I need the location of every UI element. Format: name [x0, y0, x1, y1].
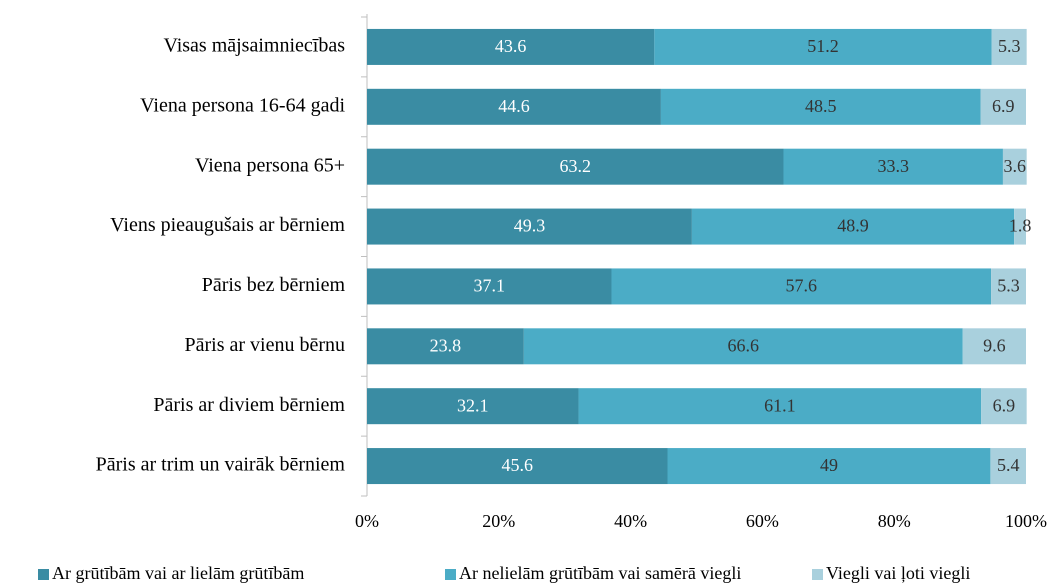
bar-segment — [654, 28, 992, 65]
value-label: 1.8 — [1009, 216, 1032, 236]
value-label: 66.6 — [728, 335, 760, 355]
value-label: 5.3 — [998, 36, 1021, 56]
category-label: Viena persona 65+ — [195, 154, 345, 176]
legend-label: Ar grūtībām vai ar lielām grūtībām — [52, 563, 304, 583]
category-label: Viens pieaugušais ar bērniem — [110, 214, 345, 236]
value-label: 48.5 — [805, 96, 837, 116]
value-label: 32.1 — [457, 395, 489, 415]
bar-segment — [367, 388, 579, 425]
bar-segment — [367, 328, 524, 365]
legend-swatch — [38, 569, 49, 580]
bar-segment — [981, 388, 1027, 425]
x-tick-label: 100% — [1005, 511, 1047, 531]
bar-segment — [980, 88, 1026, 125]
value-label: 45.6 — [502, 455, 534, 475]
category-label: Pāris ar vienu bērnu — [184, 334, 345, 356]
legend-swatch — [445, 569, 456, 580]
value-label: 6.9 — [992, 96, 1015, 116]
value-label: 37.1 — [473, 276, 505, 296]
category-label: Viena persona 16-64 gadi — [140, 94, 345, 116]
bar-segment — [367, 28, 655, 65]
bar-segment — [367, 208, 692, 245]
value-label: 61.1 — [764, 395, 796, 415]
x-tick-label: 40% — [614, 511, 647, 531]
bar-segment — [962, 328, 1026, 365]
value-label: 43.6 — [495, 36, 527, 56]
value-label: 5.3 — [997, 276, 1020, 296]
category-label: Visas mājsaimniecības — [163, 35, 345, 57]
x-tick-label: 60% — [746, 511, 779, 531]
value-label: 44.6 — [498, 96, 530, 116]
bar-segment — [990, 448, 1026, 485]
bar-segment — [367, 448, 668, 485]
value-label: 49 — [820, 455, 838, 475]
value-label: 63.2 — [559, 156, 591, 176]
bar-segment — [991, 28, 1027, 65]
value-label: 23.8 — [430, 335, 462, 355]
legend-swatch — [812, 569, 823, 580]
x-tick-label: 80% — [878, 511, 911, 531]
value-label: 48.9 — [837, 216, 869, 236]
value-label: 9.6 — [983, 335, 1006, 355]
value-label: 57.6 — [786, 276, 818, 296]
bar-segment — [691, 208, 1015, 245]
x-tick-label: 0% — [355, 511, 379, 531]
bar-segment — [660, 88, 981, 125]
bar-segment — [367, 148, 784, 185]
bar-segment — [367, 88, 661, 125]
x-tick-label: 20% — [482, 511, 515, 531]
value-label: 3.6 — [1004, 156, 1027, 176]
value-label: 49.3 — [514, 216, 546, 236]
bar-segment — [578, 388, 982, 425]
bar-segment — [667, 448, 991, 485]
category-label: Pāris bez bērniem — [202, 274, 346, 296]
value-label: 51.2 — [807, 36, 839, 56]
bar-segment — [1002, 148, 1027, 185]
category-label: Pāris ar trim un vairāk bērniem — [96, 454, 346, 476]
bar-segment — [991, 268, 1026, 305]
bar-segment — [783, 148, 1003, 185]
bar-segment — [1014, 208, 1026, 245]
value-label: 33.3 — [877, 156, 909, 176]
category-label: Pāris ar diviem bērniem — [153, 394, 345, 416]
bar-segment — [611, 268, 992, 305]
legend-label: Ar nelielām grūtībām vai samērā viegli — [459, 563, 741, 583]
legend-label: Viegli vai ļoti viegli — [826, 563, 970, 583]
bar-segment — [523, 328, 963, 365]
bar-segment — [367, 268, 612, 305]
value-label: 5.4 — [997, 455, 1020, 475]
value-label: 6.9 — [993, 395, 1016, 415]
